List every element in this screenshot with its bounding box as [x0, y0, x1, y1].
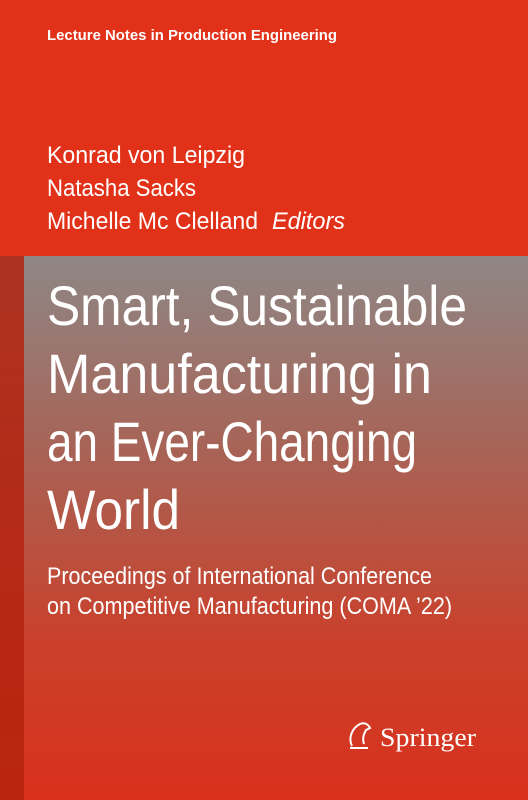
editor-name: Michelle Mc Clelland	[47, 208, 258, 235]
title-line: Manufacturing in	[47, 342, 432, 405]
editor-name: Natasha Sacks	[47, 175, 196, 202]
title-line: World	[47, 478, 180, 541]
lower-panel	[0, 256, 528, 800]
title-line: an Ever-Changing	[47, 410, 417, 473]
header-band	[0, 0, 528, 256]
editors-label: Editors	[272, 208, 345, 235]
springer-logo	[349, 722, 372, 749]
subtitle-line: on Competitive Manufacturing (COMA ’22)	[47, 593, 452, 620]
editor-name: Konrad von Leipzig	[47, 142, 245, 169]
spine-strip	[0, 256, 24, 800]
publisher: Springer	[380, 723, 476, 752]
subtitle-line: Proceedings of International Conference	[47, 563, 432, 590]
title-line: Smart, Sustainable	[47, 274, 467, 337]
logo-horse	[349, 722, 372, 749]
series-name: Lecture Notes in Production Engineering	[47, 27, 337, 44]
